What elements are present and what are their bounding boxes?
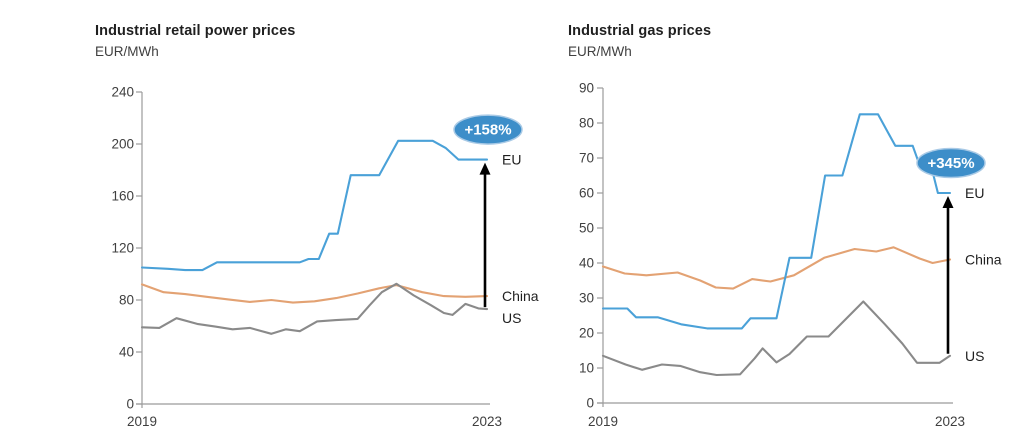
y-tick-label: 80 xyxy=(119,293,134,308)
series-label-us: US xyxy=(965,348,984,364)
x-tick-label: 2023 xyxy=(935,414,965,429)
y-tick-label: 10 xyxy=(579,361,594,376)
power-chart-title: Industrial retail power prices xyxy=(95,23,296,39)
gas-chart-title: Industrial gas prices xyxy=(568,23,712,39)
y-tick-label: 160 xyxy=(111,189,134,204)
series-label-eu: EU xyxy=(502,152,521,168)
pct-badge-text: +158% xyxy=(464,122,511,139)
y-tick-label: 50 xyxy=(579,221,594,236)
y-tick-label: 40 xyxy=(579,256,594,271)
power-chart-unit: EUR/MWh xyxy=(95,44,159,59)
x-tick-label: 2019 xyxy=(127,414,157,429)
series-label-us: US xyxy=(502,310,521,326)
y-tick-label: 60 xyxy=(579,186,594,201)
y-tick-label: 0 xyxy=(586,396,594,411)
series-line-china xyxy=(140,283,489,304)
series-label-china: China xyxy=(965,252,1002,268)
y-tick-label: 200 xyxy=(111,137,134,152)
y-tick-label: 0 xyxy=(126,397,134,412)
series-label-eu: EU xyxy=(965,185,984,201)
series-line-eu xyxy=(140,139,489,272)
y-tick-label: 20 xyxy=(579,326,594,341)
gas-chart: 0 10 20 30 40 50 60 70 80 90 2019 2023 +345% EU China U… xyxy=(579,81,1002,430)
series-line-eu xyxy=(601,113,952,330)
gas-chart-unit: EUR/MWh xyxy=(568,44,632,59)
pct-badge xyxy=(916,147,986,179)
power-chart: 0 40 80 120 160 200 240 2019 2023 +158% EU China US xyxy=(111,85,538,430)
arrow-head xyxy=(942,196,954,208)
y-tick-label: 80 xyxy=(579,116,594,131)
pct-badge xyxy=(453,114,523,145)
x-tick-label: 2023 xyxy=(472,414,502,429)
x-tick-label: 2019 xyxy=(588,414,618,429)
y-tick-label: 30 xyxy=(579,291,594,306)
y-tick-label: 240 xyxy=(111,85,134,100)
y-tick-label: 90 xyxy=(579,81,594,96)
y-tick-label: 40 xyxy=(119,345,134,360)
pct-badge-text: +345% xyxy=(927,155,974,172)
y-tick-label: 70 xyxy=(579,151,594,166)
series-line-china xyxy=(601,246,952,290)
arrow-head xyxy=(479,162,491,175)
series-line-us xyxy=(601,300,952,377)
series-line-us xyxy=(140,282,489,335)
series-label-china: China xyxy=(502,288,539,304)
y-tick-label: 120 xyxy=(111,241,134,256)
